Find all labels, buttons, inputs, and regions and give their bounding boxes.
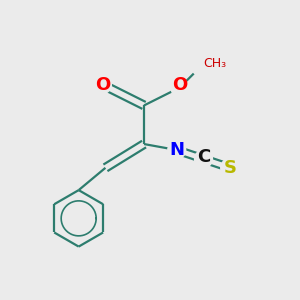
Text: O: O [95, 76, 110, 94]
Text: N: N [169, 141, 184, 159]
Text: O: O [172, 76, 187, 94]
Circle shape [192, 58, 209, 76]
Text: CH₃: CH₃ [203, 57, 226, 70]
Circle shape [94, 76, 111, 94]
Text: S: S [224, 159, 237, 177]
Circle shape [168, 141, 186, 159]
Circle shape [221, 158, 240, 177]
Text: C: C [197, 148, 210, 166]
Circle shape [195, 150, 212, 168]
Circle shape [171, 79, 189, 97]
